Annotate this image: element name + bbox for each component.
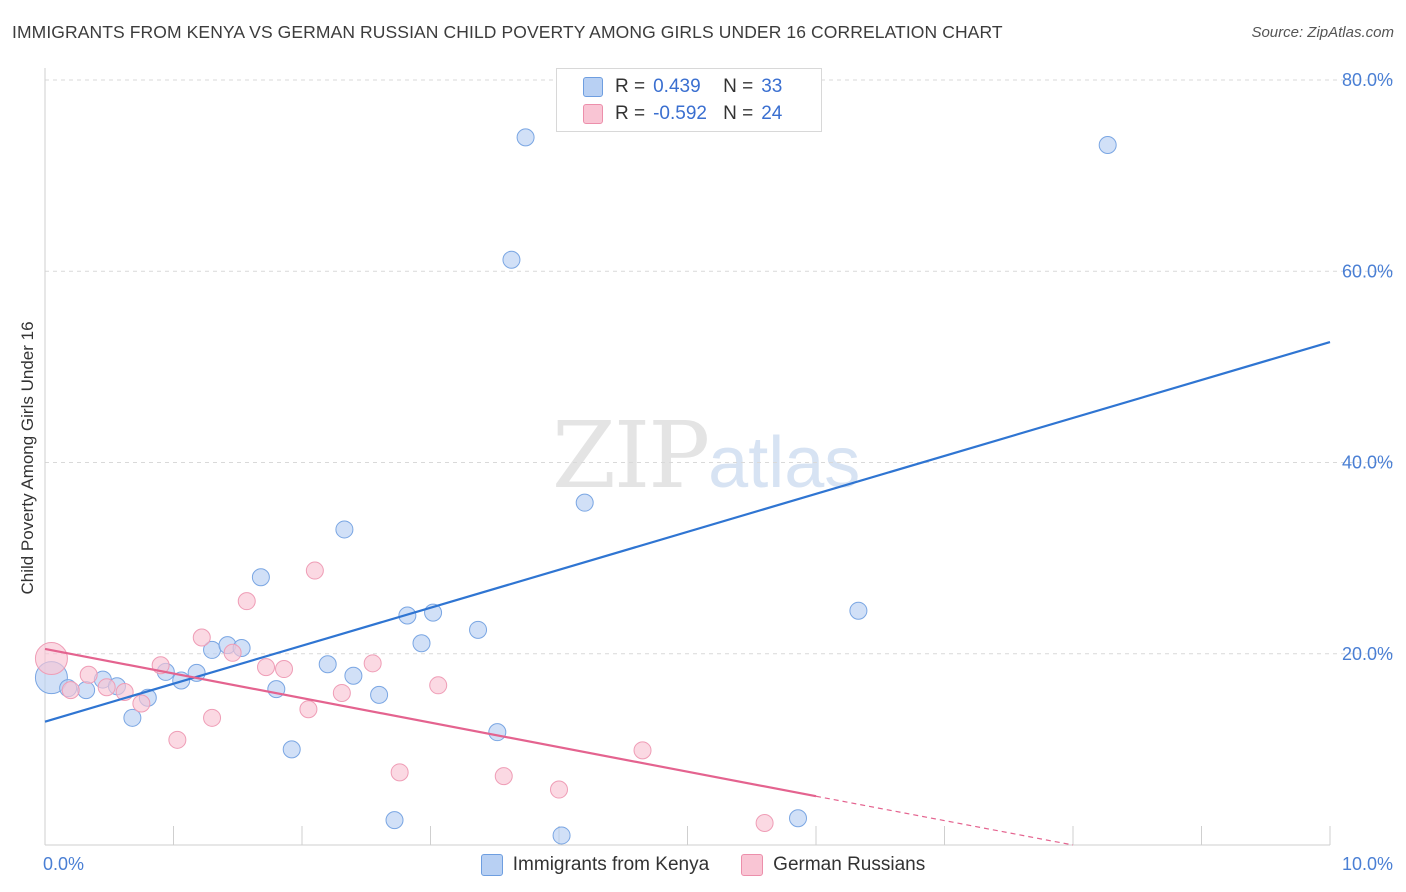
kenya-point [412,634,431,653]
n-label: N = [723,103,754,124]
stats-legend: R = 0.439 N = 33 R = -0.592 N = 24 [556,68,822,132]
data-points [34,128,1117,845]
x-tick-label: 10.0% [1342,854,1393,874]
german-russians-point [192,628,211,647]
kenya-point [370,685,389,704]
german-russians-point [429,676,448,695]
german-russians-point [79,665,98,684]
watermark-zip: ZIP [552,402,710,509]
german-russians-point [363,654,382,673]
x-tick-label: 0.0% [43,854,84,874]
german-russians-point [299,700,318,719]
german-russians-point [237,592,256,611]
kenya-point [123,708,142,727]
legend-item-kenya[interactable]: Immigrants from Kenya [480,854,710,876]
kenya-point [282,740,301,759]
y-tick-label: 40.0% [1342,453,1393,473]
german-russians-point [97,678,116,697]
german-russians-point [203,708,222,727]
kenya-point [318,655,337,674]
r-label: R = [615,76,646,97]
chart-title: IMMIGRANTS FROM KENYA VS GERMAN RUSSIAN … [12,22,1003,42]
legend-label: Immigrants from Kenya [512,854,710,875]
german-russians-point [34,642,68,676]
kenya-point [488,723,507,742]
kenya-point [335,520,354,539]
axis-labels: 20.0% 40.0% 60.0% 80.0% 0.0% 10.0% Child Pover… [18,70,1393,874]
kenya-point [552,826,571,845]
kenya-point [789,809,808,828]
legend-label: German Russians [773,854,926,875]
kenya-point [77,681,96,700]
german-russians-point [223,643,242,662]
r-label: R = [615,103,646,124]
y-axis-label: Child Poverty Among Girls Under 16 [18,321,37,594]
source-label: Source: ZipAtlas.com [1251,24,1394,41]
german-russians-point [132,694,151,713]
kenya-point [344,666,363,685]
kenya-point [251,568,270,587]
kenya-point [385,811,404,830]
german-russians-point [494,767,513,786]
kenya-point [502,250,521,269]
trend-lines [44,340,1331,846]
n-value: 33 [761,76,783,97]
axes [44,68,1331,846]
stats-row-kenya: R = 0.439 N = 33 [583,74,782,100]
kenya-point [1098,136,1117,155]
kenya-trendline [44,340,1331,723]
kenya-swatch [583,77,603,97]
series-legend: Immigrants from Kenya German Russians [0,851,1406,879]
german-russians-trendline [815,795,1074,846]
kenya-point [469,620,488,639]
german-russians-point [168,730,187,749]
german-russians-point [275,660,294,679]
kenya-point [849,601,868,620]
german-russians-point [390,763,409,782]
stats-row-german-russians: R = -0.592 N = 24 [583,101,782,127]
y-tick-label: 60.0% [1342,261,1393,281]
german-russians-legend-swatch [741,854,764,876]
r-value: -0.592 [653,103,707,124]
kenya-legend-swatch [480,854,503,876]
german-russians-point [332,683,351,702]
german-russians-point [755,814,774,833]
german-russians-point [61,681,80,700]
german-russians-point [550,780,568,799]
german-russians-point [633,741,652,760]
n-value: 24 [761,103,783,124]
y-tick-label: 80.0% [1342,70,1393,90]
kenya-point [575,493,594,512]
german-russians-trendline [44,647,817,798]
kenya-point [516,128,535,147]
n-label: N = [723,76,754,97]
watermark: ZIPatlas [552,402,860,509]
german-russians-swatch [583,104,603,124]
r-value: 0.439 [653,76,701,97]
german-russians-point [257,658,276,677]
legend-item-german-russians[interactable]: German Russians [741,854,925,876]
german-russians-point [305,561,324,580]
gridlines [45,79,1393,655]
y-tick-label: 20.0% [1342,644,1393,664]
